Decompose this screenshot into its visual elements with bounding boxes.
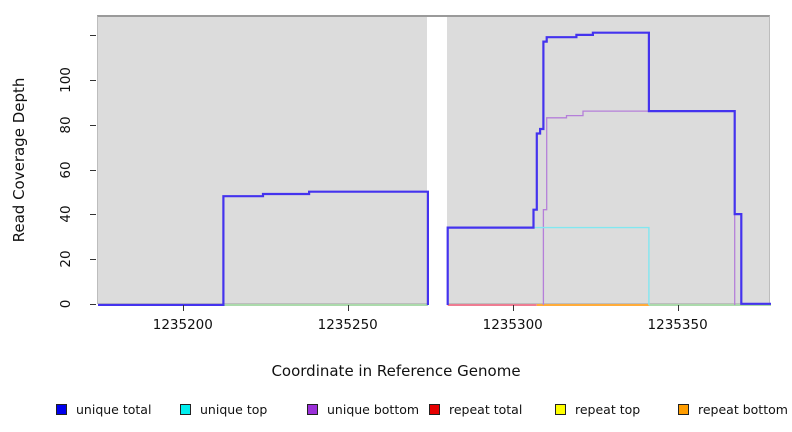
legend-label: unique total bbox=[76, 402, 152, 417]
y-tick-mark bbox=[90, 259, 96, 261]
y-tick-label: 40 bbox=[58, 205, 74, 223]
y-tick-mark bbox=[90, 304, 96, 305]
legend-label: unique top bbox=[200, 402, 268, 417]
y-tick-label: 80 bbox=[58, 116, 74, 134]
x-tick-mark bbox=[512, 305, 514, 311]
y-tick-label: 0 bbox=[58, 299, 74, 309]
x-tick-label: 1235350 bbox=[647, 317, 708, 333]
legend-swatch-icon bbox=[678, 404, 689, 415]
series-line-unique-total bbox=[98, 190, 429, 306]
coverage-gap-band bbox=[426, 17, 447, 306]
legend-label: repeat bottom bbox=[698, 402, 788, 417]
y-tick-mark bbox=[90, 169, 96, 171]
legend-label: repeat top bbox=[575, 402, 641, 417]
x-tick-label: 1235300 bbox=[482, 317, 543, 333]
y-tick-mark bbox=[90, 214, 96, 216]
series-line-unique-total bbox=[446, 31, 771, 305]
legend-swatch-icon bbox=[555, 404, 566, 415]
y-tick-mark bbox=[90, 124, 96, 126]
x-tick-mark bbox=[182, 305, 184, 311]
legend-label: repeat total bbox=[449, 402, 523, 417]
series-line-unique-top bbox=[447, 226, 650, 305]
series-line-unique-bottom bbox=[542, 110, 736, 305]
y-tick-label: 60 bbox=[58, 161, 74, 179]
x-tick-label: 1235250 bbox=[317, 317, 378, 333]
legend-swatch-icon bbox=[56, 404, 67, 415]
x-tick-mark bbox=[677, 305, 679, 311]
legend-swatch-icon bbox=[180, 404, 191, 415]
legend-label: unique bottom bbox=[327, 402, 420, 417]
y-tick-label: 20 bbox=[58, 250, 74, 268]
chart-canvas bbox=[98, 31, 771, 306]
legend-swatch-icon bbox=[307, 404, 318, 415]
y-tick-label: 100 bbox=[58, 67, 74, 93]
x-tick-label: 1235200 bbox=[152, 317, 213, 333]
plot-area bbox=[97, 15, 771, 306]
y-axis-title: Read Coverage Depth bbox=[10, 77, 28, 242]
x-tick-mark bbox=[347, 305, 349, 311]
legend-swatch-icon bbox=[429, 404, 440, 415]
x-axis-title: Coordinate in Reference Genome bbox=[271, 362, 521, 380]
y-tick-mark bbox=[90, 80, 96, 81]
y-tick-mark bbox=[90, 35, 96, 37]
